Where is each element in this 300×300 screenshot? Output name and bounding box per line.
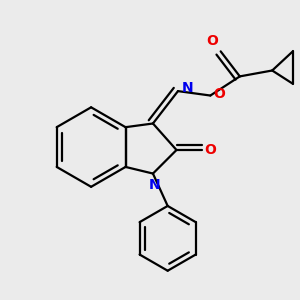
Text: O: O: [205, 143, 216, 157]
Text: O: O: [206, 34, 218, 48]
Text: N: N: [182, 81, 193, 95]
Text: O: O: [213, 87, 225, 101]
Text: N: N: [148, 178, 160, 192]
